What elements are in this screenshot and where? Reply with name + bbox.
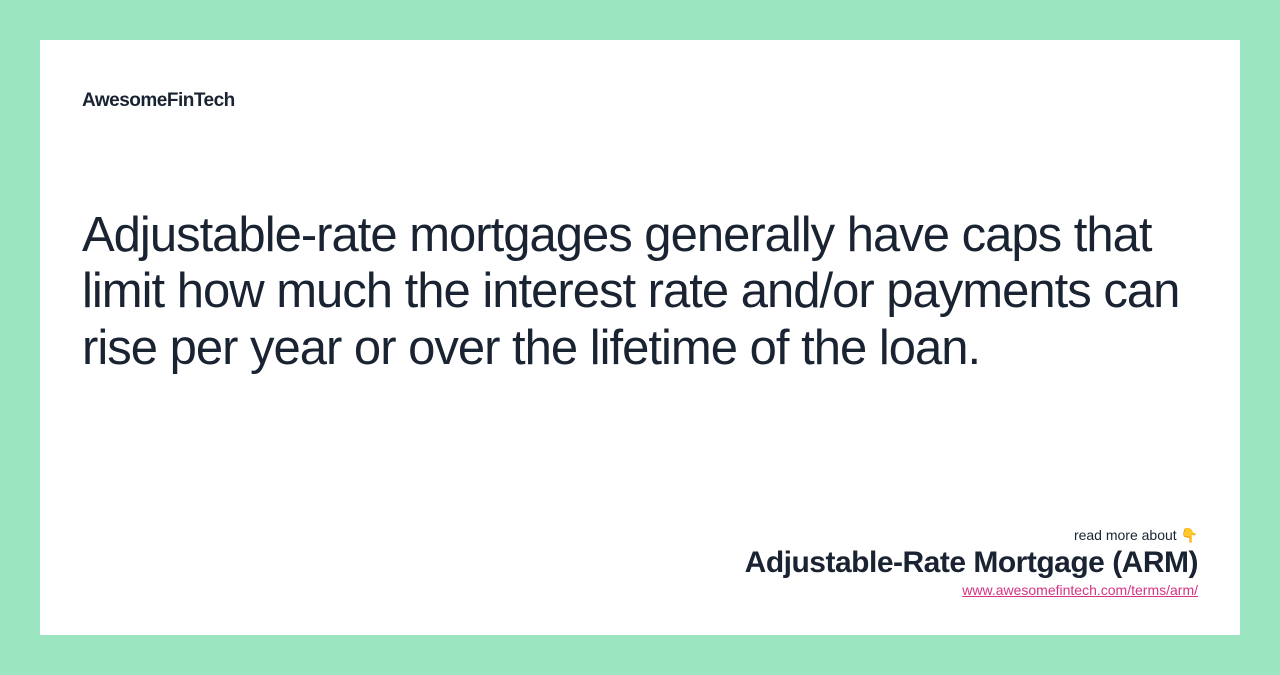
term-title: Adjustable-Rate Mortgage (ARM) [745,546,1198,580]
read-more-label: read more about 👇 [745,527,1198,544]
footer-section: read more about 👇 Adjustable-Rate Mortga… [745,527,1198,600]
info-card: AwesomeFinTech Adjustable-rate mortgages… [40,40,1240,635]
main-description: Adjustable-rate mortgages generally have… [82,207,1198,376]
brand-logo: AwesomeFinTech [82,90,1198,112]
source-url-link[interactable]: www.awesomefintech.com/terms/arm/ [962,582,1198,598]
